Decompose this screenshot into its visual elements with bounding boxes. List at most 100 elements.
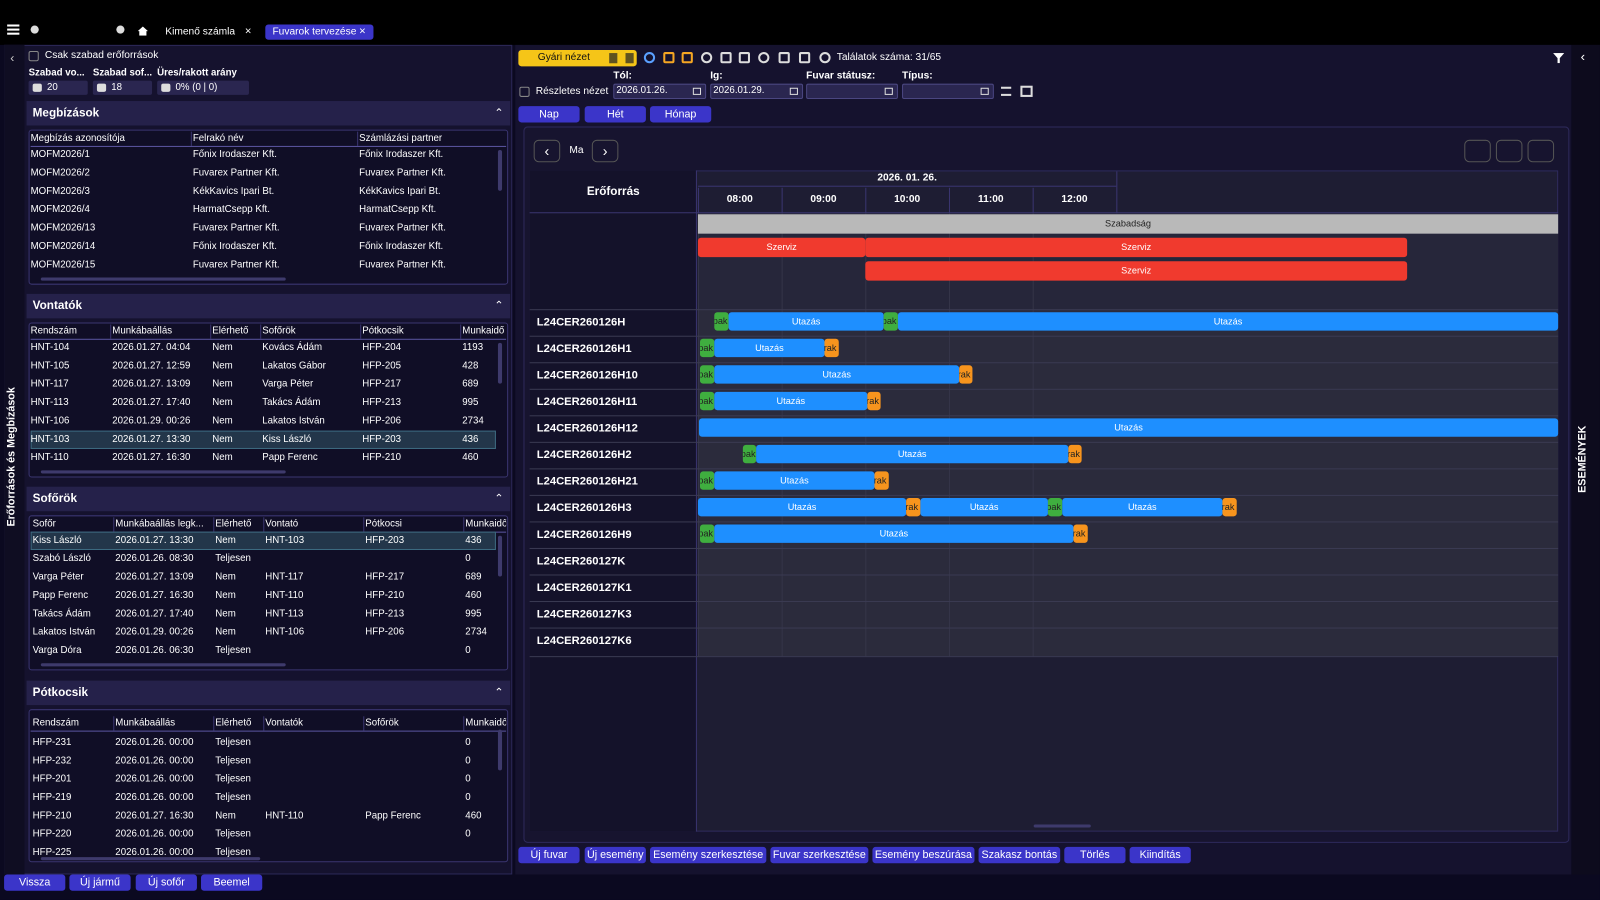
input-box[interactable] — [902, 83, 994, 99]
toolbar-icon[interactable] — [778, 52, 790, 64]
event-bar[interactable]: pak — [699, 365, 715, 384]
event-bar[interactable]: pak — [1047, 497, 1063, 517]
event-bar[interactable]: pak — [742, 444, 757, 464]
selected-row[interactable] — [30, 430, 496, 449]
collapse-toggle[interactable]: ⌃ — [494, 686, 504, 699]
event-bar[interactable]: Utazás — [1062, 497, 1223, 517]
collapse-toggle[interactable]: ⌃ — [494, 492, 504, 506]
toolbar-icons[interactable] — [30, 25, 125, 36]
toolbar-icon[interactable] — [663, 52, 675, 64]
action-button[interactable]: Esemény beszúrása — [872, 846, 975, 864]
general-event[interactable]: Szerviz — [865, 237, 1408, 258]
event-bar[interactable]: Utazás — [728, 312, 884, 331]
event-bar[interactable]: Utazás — [714, 524, 1074, 543]
table-cell: 2026.01.29. 00:26 — [112, 415, 191, 427]
tab-active[interactable]: Fuvarok tervezése — [265, 24, 374, 40]
action-button[interactable]: Fuvar szerkesztése — [770, 846, 869, 864]
event-bar[interactable]: pak — [699, 471, 715, 490]
button[interactable]: Vissza — [4, 874, 66, 891]
event-bar[interactable]: rak — [906, 497, 921, 517]
section-header — [26, 293, 511, 319]
column-divider — [110, 324, 112, 339]
toolbar-icon[interactable] — [819, 52, 831, 64]
toolbar-icon[interactable] — [758, 52, 770, 64]
toolbar-icon[interactable] — [798, 52, 811, 64]
event-bar[interactable]: pak — [883, 312, 898, 331]
list-icon[interactable] — [1001, 86, 1012, 96]
events-tab[interactable]: ESEMÉNYEK — [1576, 425, 1589, 493]
event-bar[interactable]: rak — [959, 365, 973, 384]
table-cell: 2026.01.26. 00:00 — [115, 736, 194, 748]
zoom-tool[interactable] — [1527, 139, 1555, 163]
event-bar[interactable]: rak — [874, 471, 889, 490]
event-bar[interactable]: rak — [867, 391, 881, 411]
range-button[interactable]: Hónap — [649, 106, 712, 123]
event-bar[interactable]: pak — [699, 338, 715, 358]
event-bar[interactable]: pak — [699, 391, 715, 411]
table-cell: Takács Ádám — [32, 608, 91, 620]
event-bar[interactable]: pak — [714, 312, 729, 331]
range-button[interactable]: Hét — [584, 106, 646, 123]
action-button[interactable]: Új fuvar — [518, 846, 580, 864]
grid-icon[interactable] — [1020, 85, 1033, 97]
collapse-toggle[interactable]: ⌃ — [494, 299, 504, 313]
input-box[interactable] — [806, 83, 898, 99]
range-button[interactable]: Nap — [518, 106, 580, 123]
action-button[interactable]: Törlés — [1064, 846, 1126, 864]
event-bar[interactable]: Utazás — [714, 365, 960, 384]
event-bar[interactable]: rak — [1222, 497, 1237, 517]
checkbox[interactable] — [28, 51, 39, 62]
event-bar[interactable]: Utazás — [714, 471, 875, 490]
toolbar-icon[interactable] — [701, 52, 713, 64]
column-header: Munkaidő — [462, 325, 505, 337]
nav-today[interactable]: Ma — [569, 144, 584, 157]
action-button[interactable]: Szakasz bontás — [978, 846, 1061, 864]
event-bar[interactable]: Utazás — [714, 338, 825, 358]
button[interactable]: Új sofőr — [135, 874, 197, 891]
selected-row[interactable] — [30, 531, 496, 550]
event-bar[interactable]: rak — [824, 338, 839, 358]
table-cell: HFP-220 — [32, 828, 72, 840]
menu-icon[interactable] — [7, 24, 20, 35]
general-event[interactable]: Szerviz — [697, 237, 866, 258]
general-event[interactable]: Szabadság — [697, 214, 1559, 234]
zoom-tool[interactable] — [1464, 139, 1491, 163]
button[interactable]: Beemel — [201, 874, 263, 891]
filter-icon[interactable] — [1553, 53, 1565, 64]
nav-next[interactable]: › — [591, 139, 619, 163]
event-bar[interactable]: pak — [699, 524, 715, 543]
action-button[interactable]: Esemény szerkesztése — [649, 846, 767, 864]
event-bar[interactable]: rak — [1068, 444, 1082, 464]
toolbar-icon[interactable] — [720, 52, 732, 64]
column-header: Munkábaállás legk... — [115, 518, 204, 530]
view-select[interactable] — [518, 49, 637, 67]
checkbox[interactable] — [519, 86, 530, 97]
input-box[interactable] — [710, 83, 804, 99]
table-cell: MOFM2026/4 — [30, 204, 90, 216]
input-box[interactable] — [613, 83, 707, 99]
collapse-right[interactable]: ‹ — [1580, 48, 1586, 65]
event-bar[interactable]: rak — [1073, 524, 1088, 543]
table-cell: Papp Ferenc — [32, 589, 89, 602]
toolbar-icon[interactable] — [681, 52, 693, 64]
nav-prev[interactable]: ‹ — [533, 139, 561, 163]
column-header: Sofőrök — [262, 325, 296, 337]
event-bar[interactable]: Utazás — [920, 497, 1048, 517]
action-button[interactable]: Új esemény — [584, 846, 646, 864]
zoom-tool[interactable] — [1495, 139, 1523, 163]
general-event[interactable]: Szerviz — [865, 261, 1408, 281]
collapse-toggle[interactable]: ⌃ — [494, 107, 504, 120]
event-bar[interactable]: Utazás — [714, 391, 868, 411]
event-bar[interactable]: Utazás — [698, 418, 1559, 437]
event-bar[interactable]: Utazás — [697, 497, 907, 517]
event-bar[interactable]: Utazás — [897, 312, 1559, 331]
stat-icon — [96, 83, 107, 92]
action-button[interactable]: Kiindítás — [1129, 846, 1191, 864]
button[interactable]: Új jármű — [69, 874, 131, 891]
home-icon[interactable] — [137, 26, 148, 36]
event-bar[interactable]: Utazás — [756, 444, 1069, 464]
date-value: 2026.01.29. — [713, 84, 765, 96]
toolbar-icon[interactable] — [738, 52, 750, 64]
toolbar-icon[interactable] — [643, 52, 656, 64]
